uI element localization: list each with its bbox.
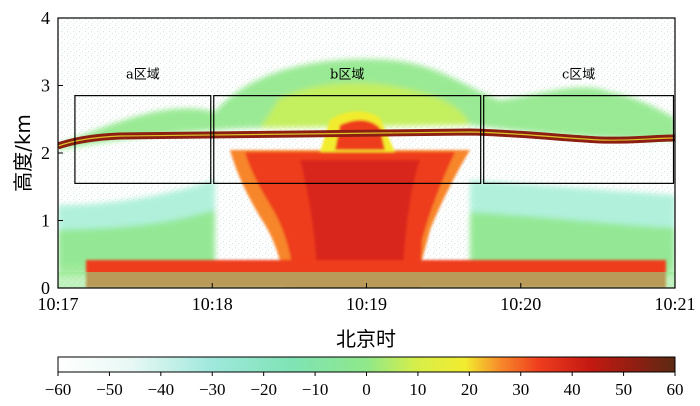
y-tick-label: 4 — [41, 8, 50, 28]
y-axis: 0 1 2 3 4 — [41, 8, 63, 298]
colorbar-tick-label: −10 — [302, 380, 329, 399]
colorbar-tick-label: 0 — [362, 380, 371, 399]
y-tick-label: 3 — [41, 76, 50, 96]
region-label: b区域 — [330, 68, 364, 83]
region-label: c区域 — [562, 68, 595, 83]
colorbar-tick-label: −60 — [45, 380, 72, 399]
x-tick-label: 10:17 — [37, 294, 78, 314]
colorbar — [57, 356, 676, 373]
y-axis-title: 高度/km — [11, 114, 35, 192]
region-box — [213, 95, 482, 184]
colorbar-tick-label: −50 — [96, 380, 123, 399]
heatmap-field — [58, 18, 675, 288]
colorbar-tick-label: 50 — [615, 380, 632, 399]
bright-band-core — [58, 131, 675, 147]
x-axis-title: 北京时 — [336, 327, 396, 351]
colorbar-tick-label: −30 — [199, 380, 226, 399]
x-tick-label: 10:21 — [654, 294, 695, 314]
cloud-layer — [58, 59, 675, 275]
colorbar-tick-label: 40 — [564, 380, 581, 399]
x-tick-label: 10:18 — [192, 294, 233, 314]
region-box — [483, 95, 675, 184]
region-boxes: a区域 b区域 c区域 — [74, 68, 675, 184]
y-tick-label: 1 — [41, 211, 50, 231]
y-tick-label: 2 — [41, 143, 50, 163]
y-tick-label: 0 — [41, 278, 50, 298]
region-label: a区域 — [126, 68, 160, 83]
x-axis: 10:17 10:18 10:19 10:20 10:21 — [37, 283, 696, 314]
colorbar-tick-label: 30 — [512, 380, 529, 399]
colorbar-tick-label: 20 — [461, 380, 478, 399]
colorbar-tick-label: 60 — [667, 380, 684, 399]
convective-core — [230, 111, 470, 288]
colorbar-tick-label: −40 — [148, 380, 175, 399]
colorbar-tick-label: −20 — [250, 380, 277, 399]
x-tick-label: 10:20 — [500, 294, 541, 314]
colorbar-ticks: −60 −50 −40 −30 −20 −10 0 10 20 30 40 50 60 — [45, 372, 684, 399]
colorbar-tick-label: 10 — [409, 380, 426, 399]
region-box — [74, 95, 212, 184]
x-tick-label: 10:19 — [346, 294, 387, 314]
